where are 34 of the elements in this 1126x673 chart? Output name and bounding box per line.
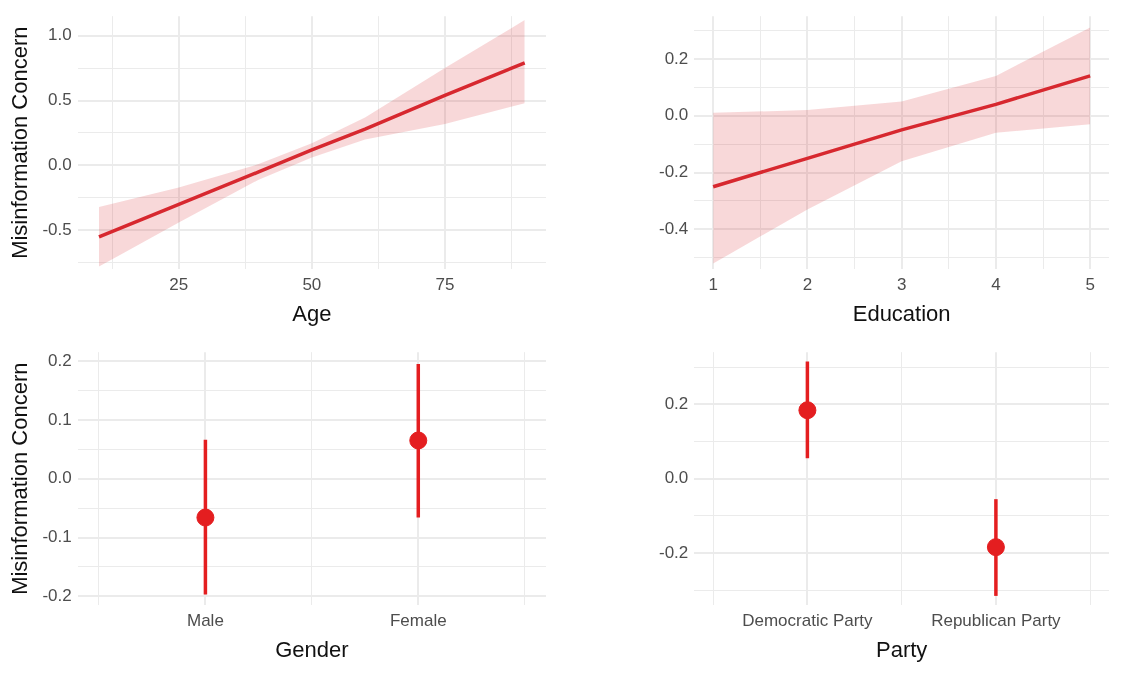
y-tick-label: -0.2 bbox=[42, 586, 72, 606]
y-tick-label: 1.0 bbox=[48, 25, 72, 45]
x-tick-label: 50 bbox=[302, 275, 322, 295]
y-tick-label: -0.2 bbox=[659, 542, 689, 562]
y-tick-label: -0.5 bbox=[42, 219, 72, 239]
y-tick-label: 0.0 bbox=[48, 468, 72, 488]
y-axis-title: Misinformation Concern bbox=[7, 362, 33, 595]
x-tick-label: 25 bbox=[169, 275, 189, 295]
y-tick-label: -0.1 bbox=[42, 527, 72, 547]
x-tick-label: 1 bbox=[708, 275, 718, 295]
x-tick-label: Male bbox=[186, 611, 224, 631]
y-tick-label: 0.2 bbox=[664, 393, 689, 413]
x-tick-label: Republican Party bbox=[931, 611, 1062, 631]
y-tick-label: 0.0 bbox=[664, 468, 689, 488]
y-tick-label: 0.2 bbox=[664, 48, 689, 68]
y-tick-label: 0.0 bbox=[48, 155, 72, 175]
x-tick-label: Democratic Party bbox=[742, 611, 874, 631]
x-axis-title: Education bbox=[852, 300, 951, 326]
y-tick-label: -0.4 bbox=[659, 219, 689, 239]
y-tick-label: 0.0 bbox=[664, 105, 689, 125]
y-tick-label: 0.5 bbox=[48, 90, 72, 110]
y-tick-label: 0.2 bbox=[48, 350, 72, 370]
x-tick-label: 75 bbox=[435, 275, 455, 295]
x-tick-label: 2 bbox=[802, 275, 813, 295]
y-tick-label: 0.1 bbox=[48, 409, 72, 429]
x-tick-label: Female bbox=[389, 611, 447, 631]
y-tick-label: -0.2 bbox=[659, 162, 689, 182]
x-axis-title: Party bbox=[875, 636, 928, 662]
x-axis-title: Gender bbox=[275, 636, 349, 662]
x-tick-label: 5 bbox=[1085, 275, 1095, 295]
y-axis-title: Misinformation Concern bbox=[7, 26, 33, 259]
x-tick-label: 4 bbox=[991, 275, 1001, 295]
x-tick-label: 3 bbox=[896, 275, 907, 295]
x-axis-title: Age bbox=[292, 300, 332, 326]
